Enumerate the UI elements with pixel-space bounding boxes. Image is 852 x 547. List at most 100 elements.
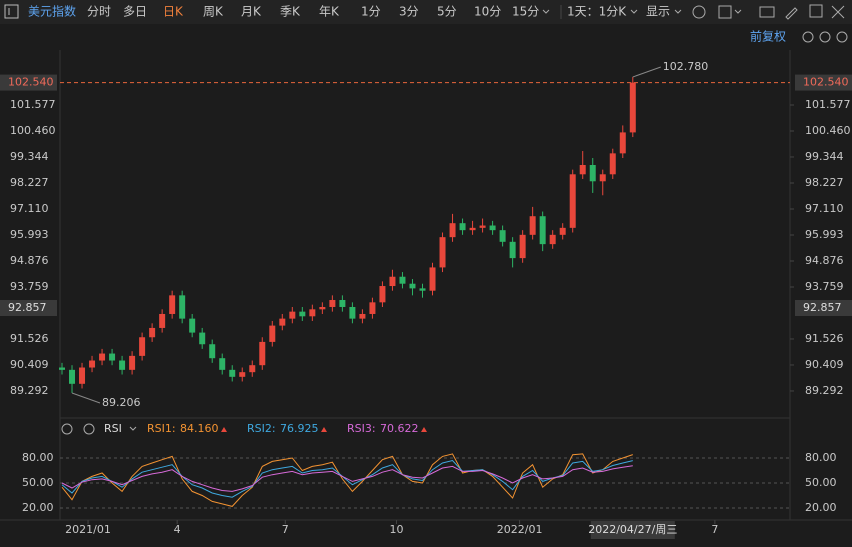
candle-body [129,355,136,370]
candle-body [609,153,616,175]
legend-name: RSI2: [247,422,276,435]
candle-body [599,174,606,182]
zoom-out-icon[interactable] [819,31,831,43]
indicator-close-icon[interactable] [83,423,95,435]
y-tick-label-right: 89.292 [805,384,844,397]
period-tab[interactable]: 日K [163,5,184,19]
low-label: 89.206 [102,396,141,409]
y-tick-label-right: 91.526 [805,332,844,345]
adjust-button[interactable]: 前复权 [750,29,786,44]
period-tab[interactable]: 多日 [123,5,147,19]
dropdown [542,9,550,14]
candle-body [189,318,196,333]
rsi-tick-label-right: 50.00 [805,476,837,489]
x-tick-label: 7 [711,523,718,536]
dropdown [630,9,638,14]
cursor-date-badge [590,521,675,539]
rsi-tick-label-right: 80.00 [805,451,837,464]
pen-icon[interactable] [785,7,798,20]
help-icon[interactable] [802,31,814,43]
candle-body [269,325,276,342]
candle-body [529,216,536,235]
toolbar-icons [61,4,848,435]
price-marker-badge [0,299,57,316]
candle-body [99,353,106,361]
symbol[interactable]: 美元指数 [28,4,76,19]
candle-body [589,164,596,182]
candle-body [309,309,316,317]
period-tab[interactable]: 15分 [512,5,539,19]
legend-arrow [321,427,327,432]
rsi-line [61,459,633,498]
sidebar-icon[interactable] [4,4,19,19]
x-tick-label: 2022/01 [497,523,543,536]
candle-body [89,360,96,368]
period-tab[interactable]: 分时 [87,5,111,19]
x-tick-label: 7 [282,523,289,536]
dropdown [674,9,682,14]
period-tab[interactable]: 5分 [437,5,457,19]
close-icon[interactable] [831,5,845,19]
period-tab[interactable]: 年K [319,5,340,19]
candle-body [569,174,576,228]
candle-body [619,132,626,154]
candle-body [109,353,116,361]
candle-body [159,313,166,328]
y-tick-label-right: 99.344 [805,150,844,163]
y-tick-label: 99.344 [10,150,49,163]
period-tab[interactable]: 周K [203,5,224,19]
last-price-label: 102.540 [8,76,54,89]
candle-body [139,337,146,356]
period-tab[interactable]: 10分 [474,5,501,19]
legend-value: 70.622 [380,422,419,435]
last-price-badge [0,74,57,91]
checkbox-icon[interactable] [718,5,732,19]
y-tick-label-right: 94.876 [805,254,844,267]
candle-body [539,216,546,245]
y-tick-label: 93.759 [10,280,49,293]
period-tab[interactable]: 1分 [361,5,381,19]
rsi-line [61,465,633,492]
settings-icon[interactable] [692,5,706,19]
indicator-name[interactable]: RSI [104,422,122,435]
x-tick-label: 10 [389,523,403,536]
period-tab[interactable]: 月K [241,5,262,19]
candle-body [409,283,416,289]
y-tick-label-right: 97.110 [805,202,844,215]
candle-body [289,311,296,319]
x-tick-label: 4 [174,523,181,536]
candle-body [79,367,86,384]
indicator-dropdown[interactable] [129,426,137,431]
candle-body [459,223,466,231]
dropdown-icon[interactable] [734,9,742,14]
candle-body [229,369,236,377]
legend-arrow [221,427,227,432]
display-select[interactable]: 显示 [646,5,670,19]
camera-icon[interactable] [759,6,775,18]
candle-body [629,82,636,133]
candle-body [469,227,476,231]
candle-body [509,241,516,259]
expand-icon[interactable] [809,4,823,18]
y-tick-label: 95.993 [10,228,49,241]
zoom-in-icon[interactable] [836,31,848,43]
indicator-settings-icon[interactable] [61,423,73,435]
candle-body [149,327,156,338]
period-tab[interactable]: 3分 [399,5,419,19]
candle-body [199,332,206,345]
price-marker-label: 92.857 [803,301,842,314]
candle-body [519,234,526,259]
legend-arrow [421,427,427,432]
candle-body [399,276,406,284]
low-leader [71,392,101,404]
y-tick-label-right: 98.227 [805,176,844,189]
candle-body [479,225,486,228]
cursor-date-label: 2022/04/27/周三 [588,523,677,536]
period-tab[interactable]: 季K [280,5,301,19]
candle-body [359,313,366,319]
interval-select[interactable]: 1天：1分K [567,5,627,19]
y-tick-label-right: 101.577 [805,98,851,111]
candle-body [339,300,346,307]
